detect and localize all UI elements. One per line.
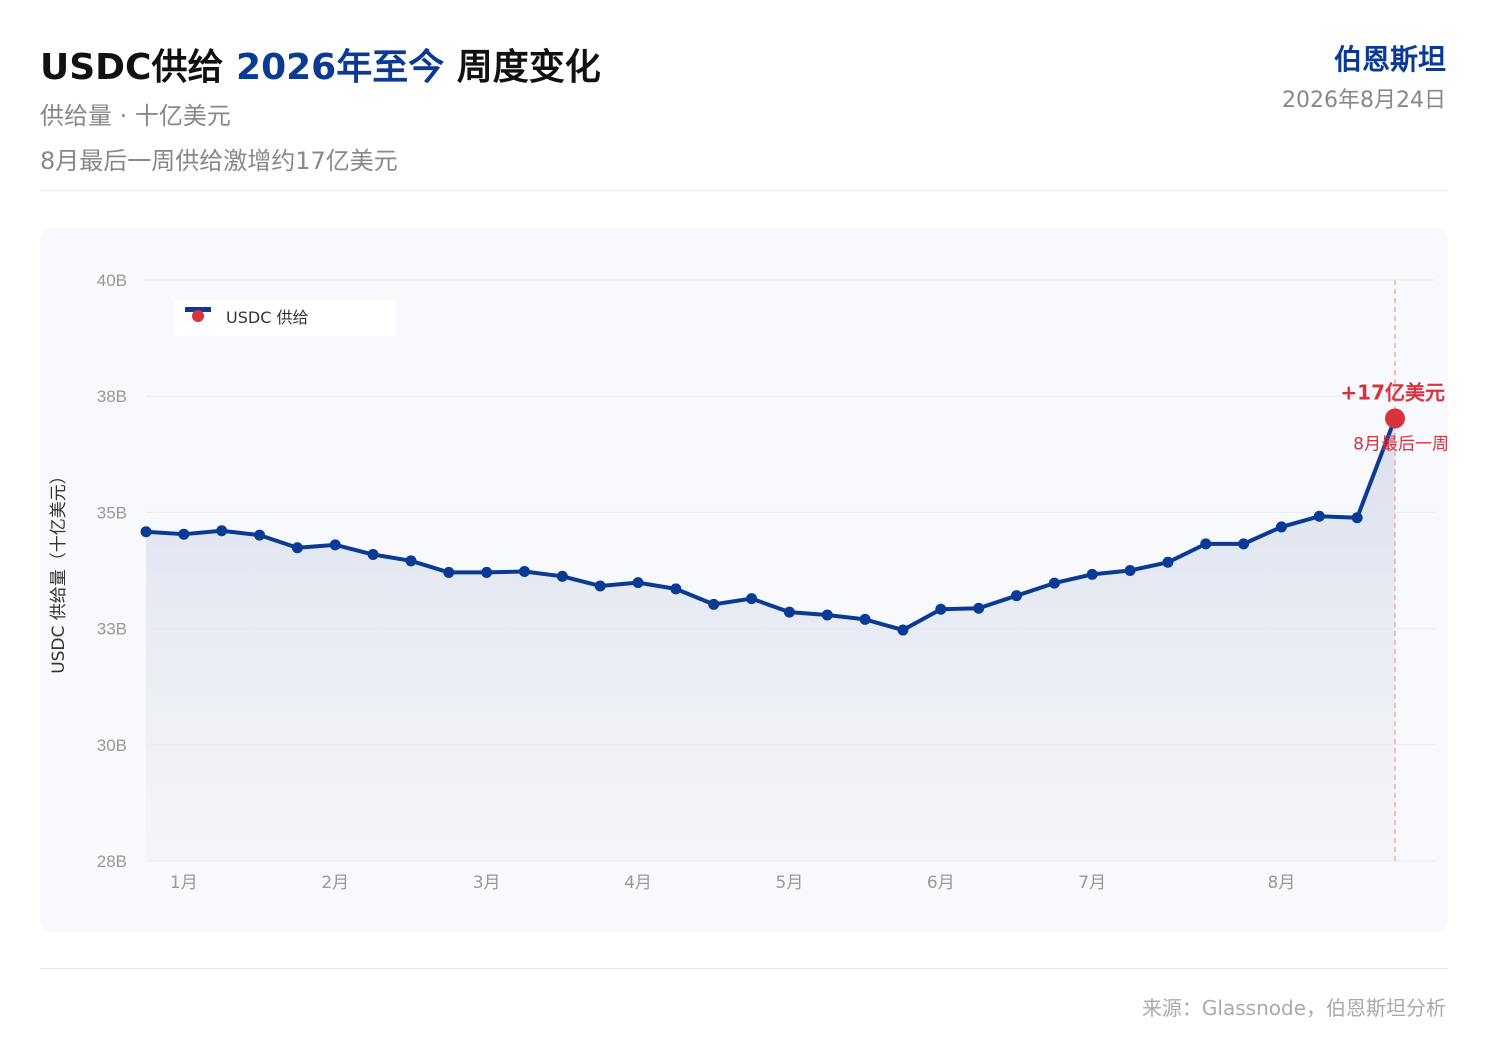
y-tick-label: 30B <box>97 736 127 755</box>
data-point <box>594 580 606 592</box>
x-tick-label: 3月 <box>473 873 501 893</box>
annotation-sublabel: 8月最后一周 <box>1353 434 1448 454</box>
source-note: 来源：Glassnode，伯恩斯坦分析 <box>1141 996 1446 1020</box>
header-divider <box>40 190 1448 191</box>
page-note: 8月最后一周供给激增约17亿美元 <box>40 147 398 175</box>
y-tick-label: 33B <box>97 620 127 639</box>
y-tick-label: 35B <box>97 503 127 522</box>
report-date: 2026年8月24日 <box>1282 88 1446 113</box>
data-point <box>405 555 417 567</box>
data-point <box>518 565 530 577</box>
data-point <box>556 570 568 582</box>
data-point <box>443 566 455 578</box>
data-point <box>859 613 871 625</box>
data-point <box>1086 568 1098 580</box>
data-point <box>481 566 493 578</box>
chart-panel: 28B 30B 33B 35B 38B 40B USDC 供给量（十亿美元） 1月 2月 3月 4月… <box>40 228 1448 932</box>
legend-box <box>174 300 396 336</box>
data-point <box>973 602 985 614</box>
x-tick-label: 6月 <box>927 873 955 893</box>
legend-swatch-line <box>185 307 211 312</box>
data-point <box>821 609 833 621</box>
data-point <box>178 528 190 540</box>
data-point <box>1351 512 1363 524</box>
x-tick-label: 7月 <box>1078 873 1106 893</box>
data-point <box>632 577 644 589</box>
data-point <box>140 526 152 538</box>
data-point <box>1011 590 1023 602</box>
data-point <box>1048 577 1060 589</box>
legend-label: USDC 供给 <box>226 308 308 327</box>
data-point <box>254 529 266 541</box>
title-highlight: 2026年至今 <box>236 47 445 88</box>
annotation-label: +17亿美元 <box>1340 380 1445 404</box>
brand-name: 伯恩斯坦 <box>1333 43 1446 76</box>
chart-canvas: 28B 30B 33B 35B 38B 40B USDC 供给量（十亿美元） 1月 2月 3月 4月… <box>49 271 1448 893</box>
y-tick-label: 40B <box>97 271 127 290</box>
page-subtitle: 供给量 · 十亿美元 <box>40 102 231 130</box>
data-point <box>329 539 341 551</box>
data-point <box>216 525 228 537</box>
data-point <box>783 606 795 618</box>
data-point <box>1238 538 1250 550</box>
data-point <box>291 542 303 554</box>
y-tick-label: 28B <box>97 852 127 871</box>
data-point <box>1275 521 1287 533</box>
legend-swatch-dot <box>192 310 204 322</box>
highlight-point <box>1385 408 1405 429</box>
page-title: USDC供给 2026年至今 周度变化 <box>40 38 601 90</box>
x-tick-label: 5月 <box>776 873 804 893</box>
title-suffix: 周度变化 <box>456 47 601 88</box>
data-point <box>1162 556 1174 568</box>
x-tick-label: 2月 <box>321 873 349 893</box>
x-tick-label: 4月 <box>624 873 652 893</box>
title-prefix: USDC供给 <box>40 47 224 88</box>
data-point <box>708 598 720 610</box>
data-point <box>746 593 758 605</box>
series-area <box>146 418 1395 861</box>
x-tick-label: 1月 <box>170 873 198 893</box>
footer-divider <box>40 968 1448 969</box>
series-line <box>145 417 1397 633</box>
x-tick-label: 8月 <box>1268 873 1296 893</box>
data-point <box>897 624 909 636</box>
data-point <box>670 583 682 595</box>
data-point <box>1313 510 1325 522</box>
y-tick-label: 38B <box>97 387 127 406</box>
data-point <box>1200 538 1212 550</box>
data-point <box>1124 565 1136 576</box>
y-axis-title: USDC 供给量（十亿美元） <box>49 467 69 674</box>
data-point <box>367 549 379 561</box>
data-point <box>935 603 947 615</box>
